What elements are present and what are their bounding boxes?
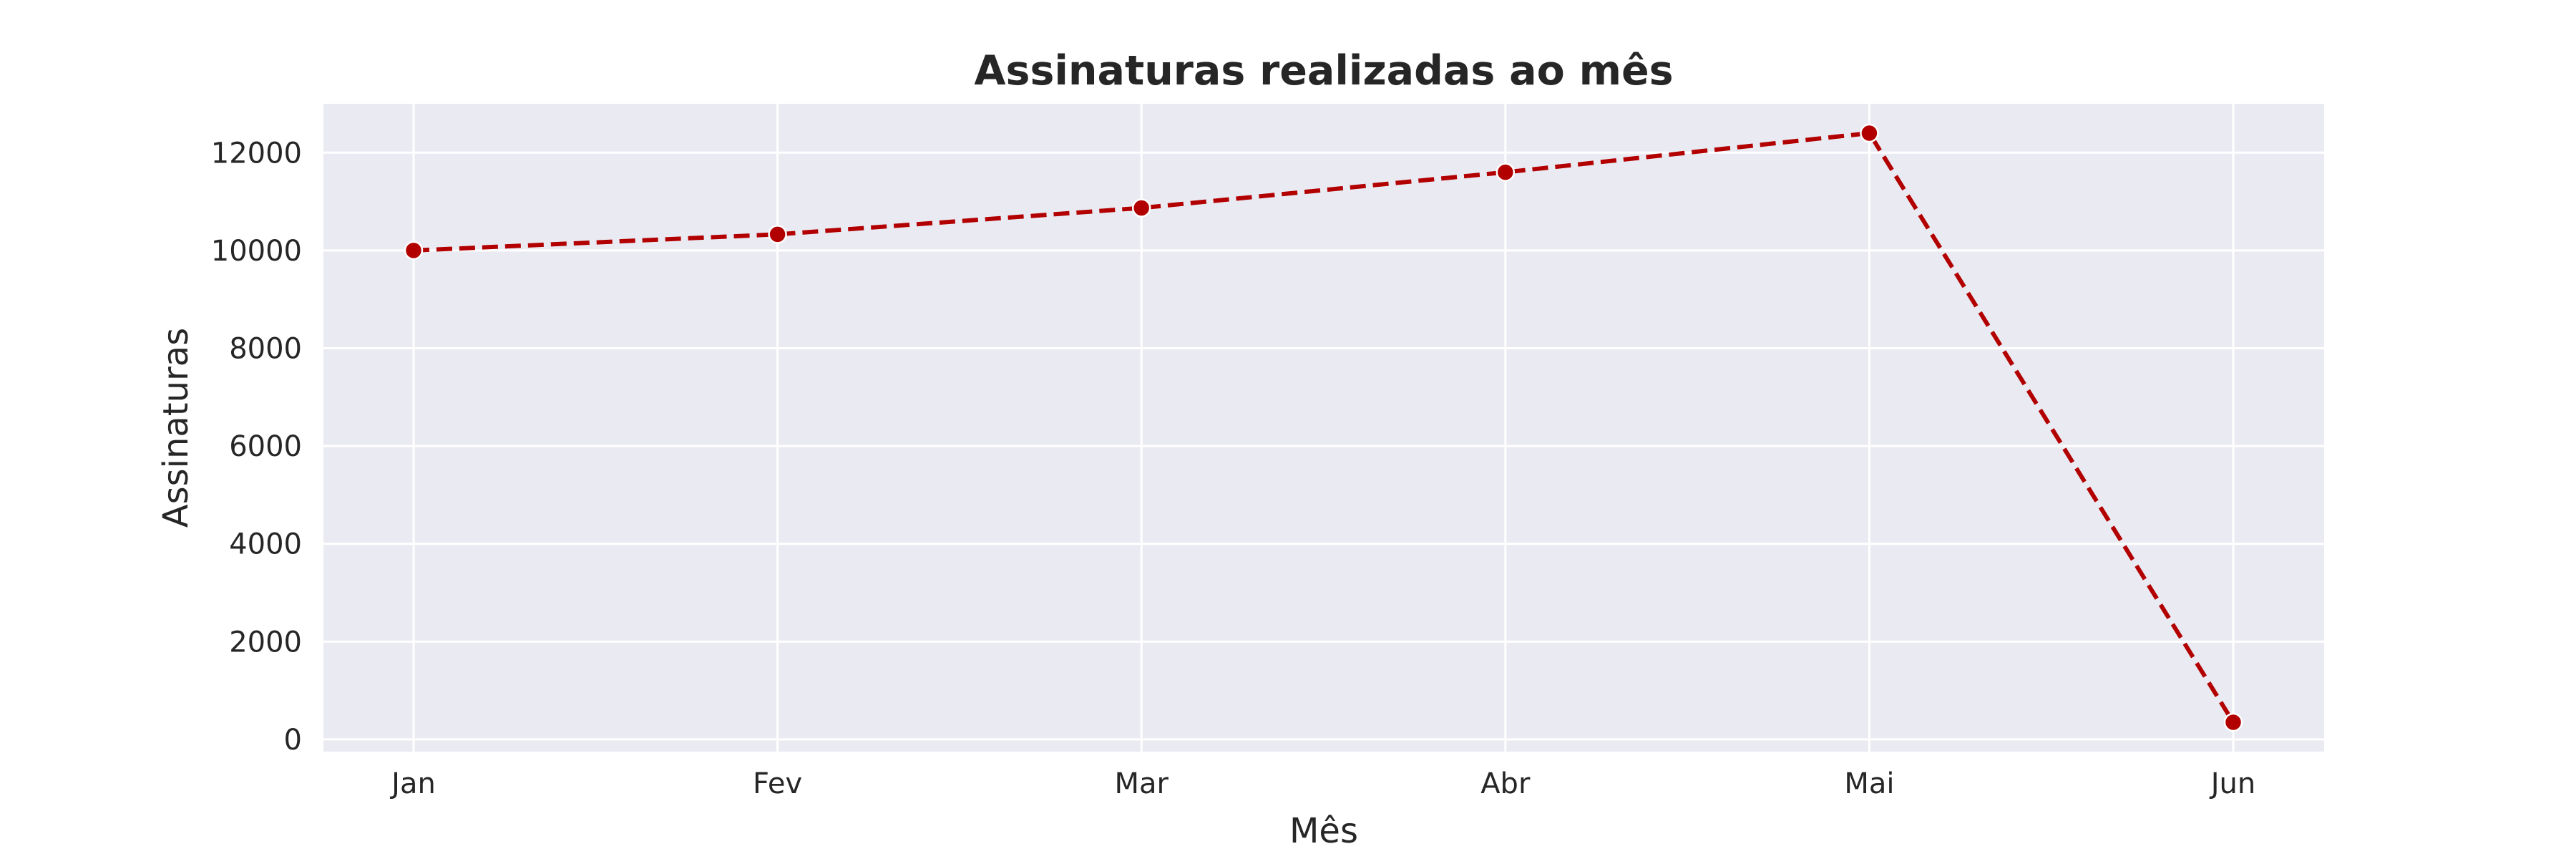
grid-lines [323, 104, 2324, 752]
y-tick-label: 0 [284, 724, 302, 757]
y-tick-label: 4000 [229, 528, 302, 561]
x-tick-label: Jan [389, 767, 436, 800]
y-axis-label: Assinaturas [156, 328, 196, 528]
x-axis-label: Mês [1289, 811, 1358, 851]
x-tick-label: Fev [753, 767, 802, 800]
y-tick-label: 6000 [229, 430, 302, 463]
y-tick-label: 8000 [229, 333, 302, 366]
data-point [1860, 123, 1879, 143]
chart-title: Assinaturas realizadas ao mês [974, 47, 1673, 94]
series-line [413, 130, 2235, 724]
x-axis-ticks: Jan Fev Mar Abr Mai Jun [389, 767, 2255, 800]
x-tick-label: Mar [1114, 767, 1169, 800]
y-axis-ticks: 0 2000 4000 6000 8000 10000 12000 [211, 137, 302, 757]
x-tick-label: Abr [1480, 767, 1531, 800]
data-point [404, 241, 424, 261]
x-tick-label: Jun [2209, 767, 2256, 800]
data-point [768, 225, 787, 244]
data-point [1496, 162, 1516, 182]
y-tick-label: 10000 [211, 235, 302, 268]
x-tick-label: Mai [1844, 767, 1894, 800]
y-tick-label: 2000 [229, 626, 302, 659]
data-point [2223, 712, 2243, 732]
y-tick-label: 12000 [211, 137, 302, 170]
data-point [1131, 198, 1151, 218]
series-layer [404, 123, 2243, 732]
plot-area [323, 104, 2324, 752]
